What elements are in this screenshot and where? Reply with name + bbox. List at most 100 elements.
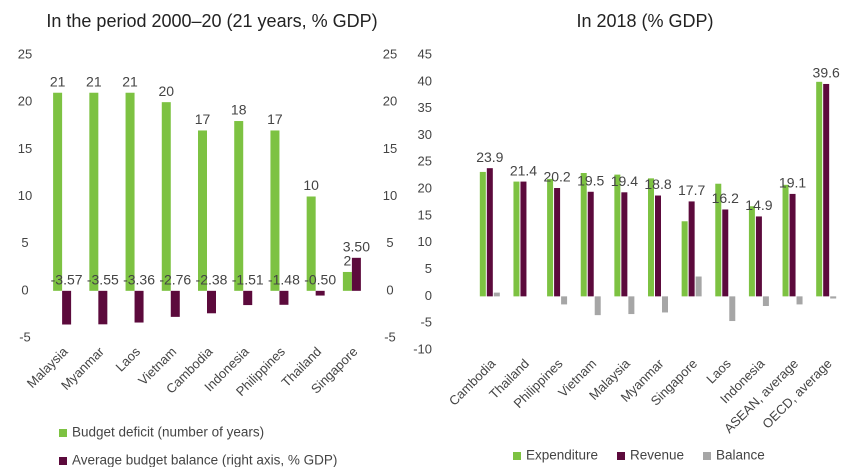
y-tick-label: 5 xyxy=(425,261,432,276)
bar xyxy=(722,209,729,297)
bar xyxy=(662,296,668,313)
y-tick-label: 0 xyxy=(425,288,432,303)
bar xyxy=(170,290,180,317)
bar xyxy=(315,290,325,296)
bar xyxy=(479,171,486,297)
legend-label: Budget deficit (number of years) xyxy=(72,425,264,440)
legend-label: Expenditure xyxy=(526,448,598,463)
chart-title: In the period 2000–20 (21 years, % GDP) xyxy=(46,11,377,31)
bar xyxy=(125,92,135,291)
bar xyxy=(554,188,561,297)
x-tick-label: Laos xyxy=(703,356,734,387)
bar xyxy=(161,102,171,291)
data-label: 21 xyxy=(122,73,138,89)
y-tick-label: 10 xyxy=(418,234,432,249)
bar xyxy=(729,296,736,322)
bar xyxy=(342,271,352,291)
y-tick-label: 5 xyxy=(21,235,28,250)
bar xyxy=(748,206,755,297)
y-tick-label: 35 xyxy=(418,100,432,115)
y-tick-label: 0 xyxy=(21,282,28,297)
bar xyxy=(279,290,289,305)
y-tick-label: -5 xyxy=(19,329,31,344)
bar xyxy=(789,193,796,297)
data-label: 16.2 xyxy=(712,190,739,206)
bar xyxy=(614,174,621,297)
y-tick-label: 20 xyxy=(418,181,432,196)
data-label: 21.4 xyxy=(510,162,537,178)
data-label: 19.5 xyxy=(577,172,604,188)
data-label: 18.8 xyxy=(644,176,671,192)
data-label: 20.2 xyxy=(543,169,570,185)
bar xyxy=(628,296,635,315)
bar xyxy=(796,296,803,305)
data-label: 21 xyxy=(86,73,102,89)
bar xyxy=(486,168,493,297)
data-label: -2.38 xyxy=(196,272,228,288)
bar xyxy=(580,173,587,297)
bar xyxy=(89,92,99,291)
data-label: 18 xyxy=(231,102,247,118)
data-label: -1.48 xyxy=(268,272,300,288)
data-label: 10 xyxy=(303,177,319,193)
bar xyxy=(782,184,789,297)
legend-swatch xyxy=(703,452,711,460)
bar xyxy=(62,290,72,325)
y2-tick-label: 10 xyxy=(383,188,397,203)
bar xyxy=(134,290,144,323)
x-tick-label: Laos xyxy=(113,344,144,375)
data-label: 17 xyxy=(267,111,283,127)
y-tick-label: 20 xyxy=(18,94,32,109)
bar xyxy=(830,296,837,299)
data-label: 19.1 xyxy=(779,175,806,191)
y-tick-label: 15 xyxy=(18,141,32,156)
data-label: -3.57 xyxy=(51,272,83,288)
bar xyxy=(621,192,628,297)
data-label: 39.6 xyxy=(813,65,840,81)
y-tick-label: -10 xyxy=(413,341,432,356)
x-tick-label: Cambodia xyxy=(446,355,499,408)
data-label: -0.50 xyxy=(304,272,336,288)
bar xyxy=(520,181,527,297)
y2-tick-label: 5 xyxy=(386,235,393,250)
y-tick-label: 40 xyxy=(418,73,432,88)
bar xyxy=(306,196,316,291)
y2-tick-label: 25 xyxy=(383,46,397,61)
data-label: 23.9 xyxy=(476,149,503,165)
bar xyxy=(655,195,661,297)
bar xyxy=(755,216,762,297)
data-label: -1.51 xyxy=(232,272,264,288)
data-label: 20 xyxy=(158,83,174,99)
bar xyxy=(98,290,108,325)
bar xyxy=(561,296,568,305)
legend-swatch xyxy=(59,429,67,437)
bar xyxy=(207,290,216,314)
y-tick-label: 25 xyxy=(18,46,32,61)
bar xyxy=(493,292,500,297)
bar xyxy=(648,178,654,297)
data-label: 21 xyxy=(50,73,66,89)
y2-tick-label: 20 xyxy=(383,94,397,109)
y2-tick-label: 0 xyxy=(386,282,393,297)
bar xyxy=(688,201,695,297)
data-label: 2 xyxy=(343,253,351,269)
bar xyxy=(594,296,601,316)
legend-swatch xyxy=(617,452,625,460)
y-tick-label: 10 xyxy=(18,188,32,203)
data-label: 14.9 xyxy=(745,197,772,213)
bar xyxy=(695,276,702,297)
data-label: 17 xyxy=(195,111,211,127)
data-label: -3.36 xyxy=(123,272,155,288)
legend-swatch xyxy=(513,452,521,460)
data-label: 17.7 xyxy=(678,182,705,198)
legend-label: Revenue xyxy=(630,448,684,463)
y-tick-label: 15 xyxy=(418,207,432,222)
bar xyxy=(715,183,722,297)
bar xyxy=(270,130,280,291)
bar xyxy=(587,191,594,297)
bar xyxy=(681,221,688,297)
y-tick-label: 25 xyxy=(418,154,432,169)
bar xyxy=(243,290,253,306)
legend-label: Balance xyxy=(716,448,765,463)
